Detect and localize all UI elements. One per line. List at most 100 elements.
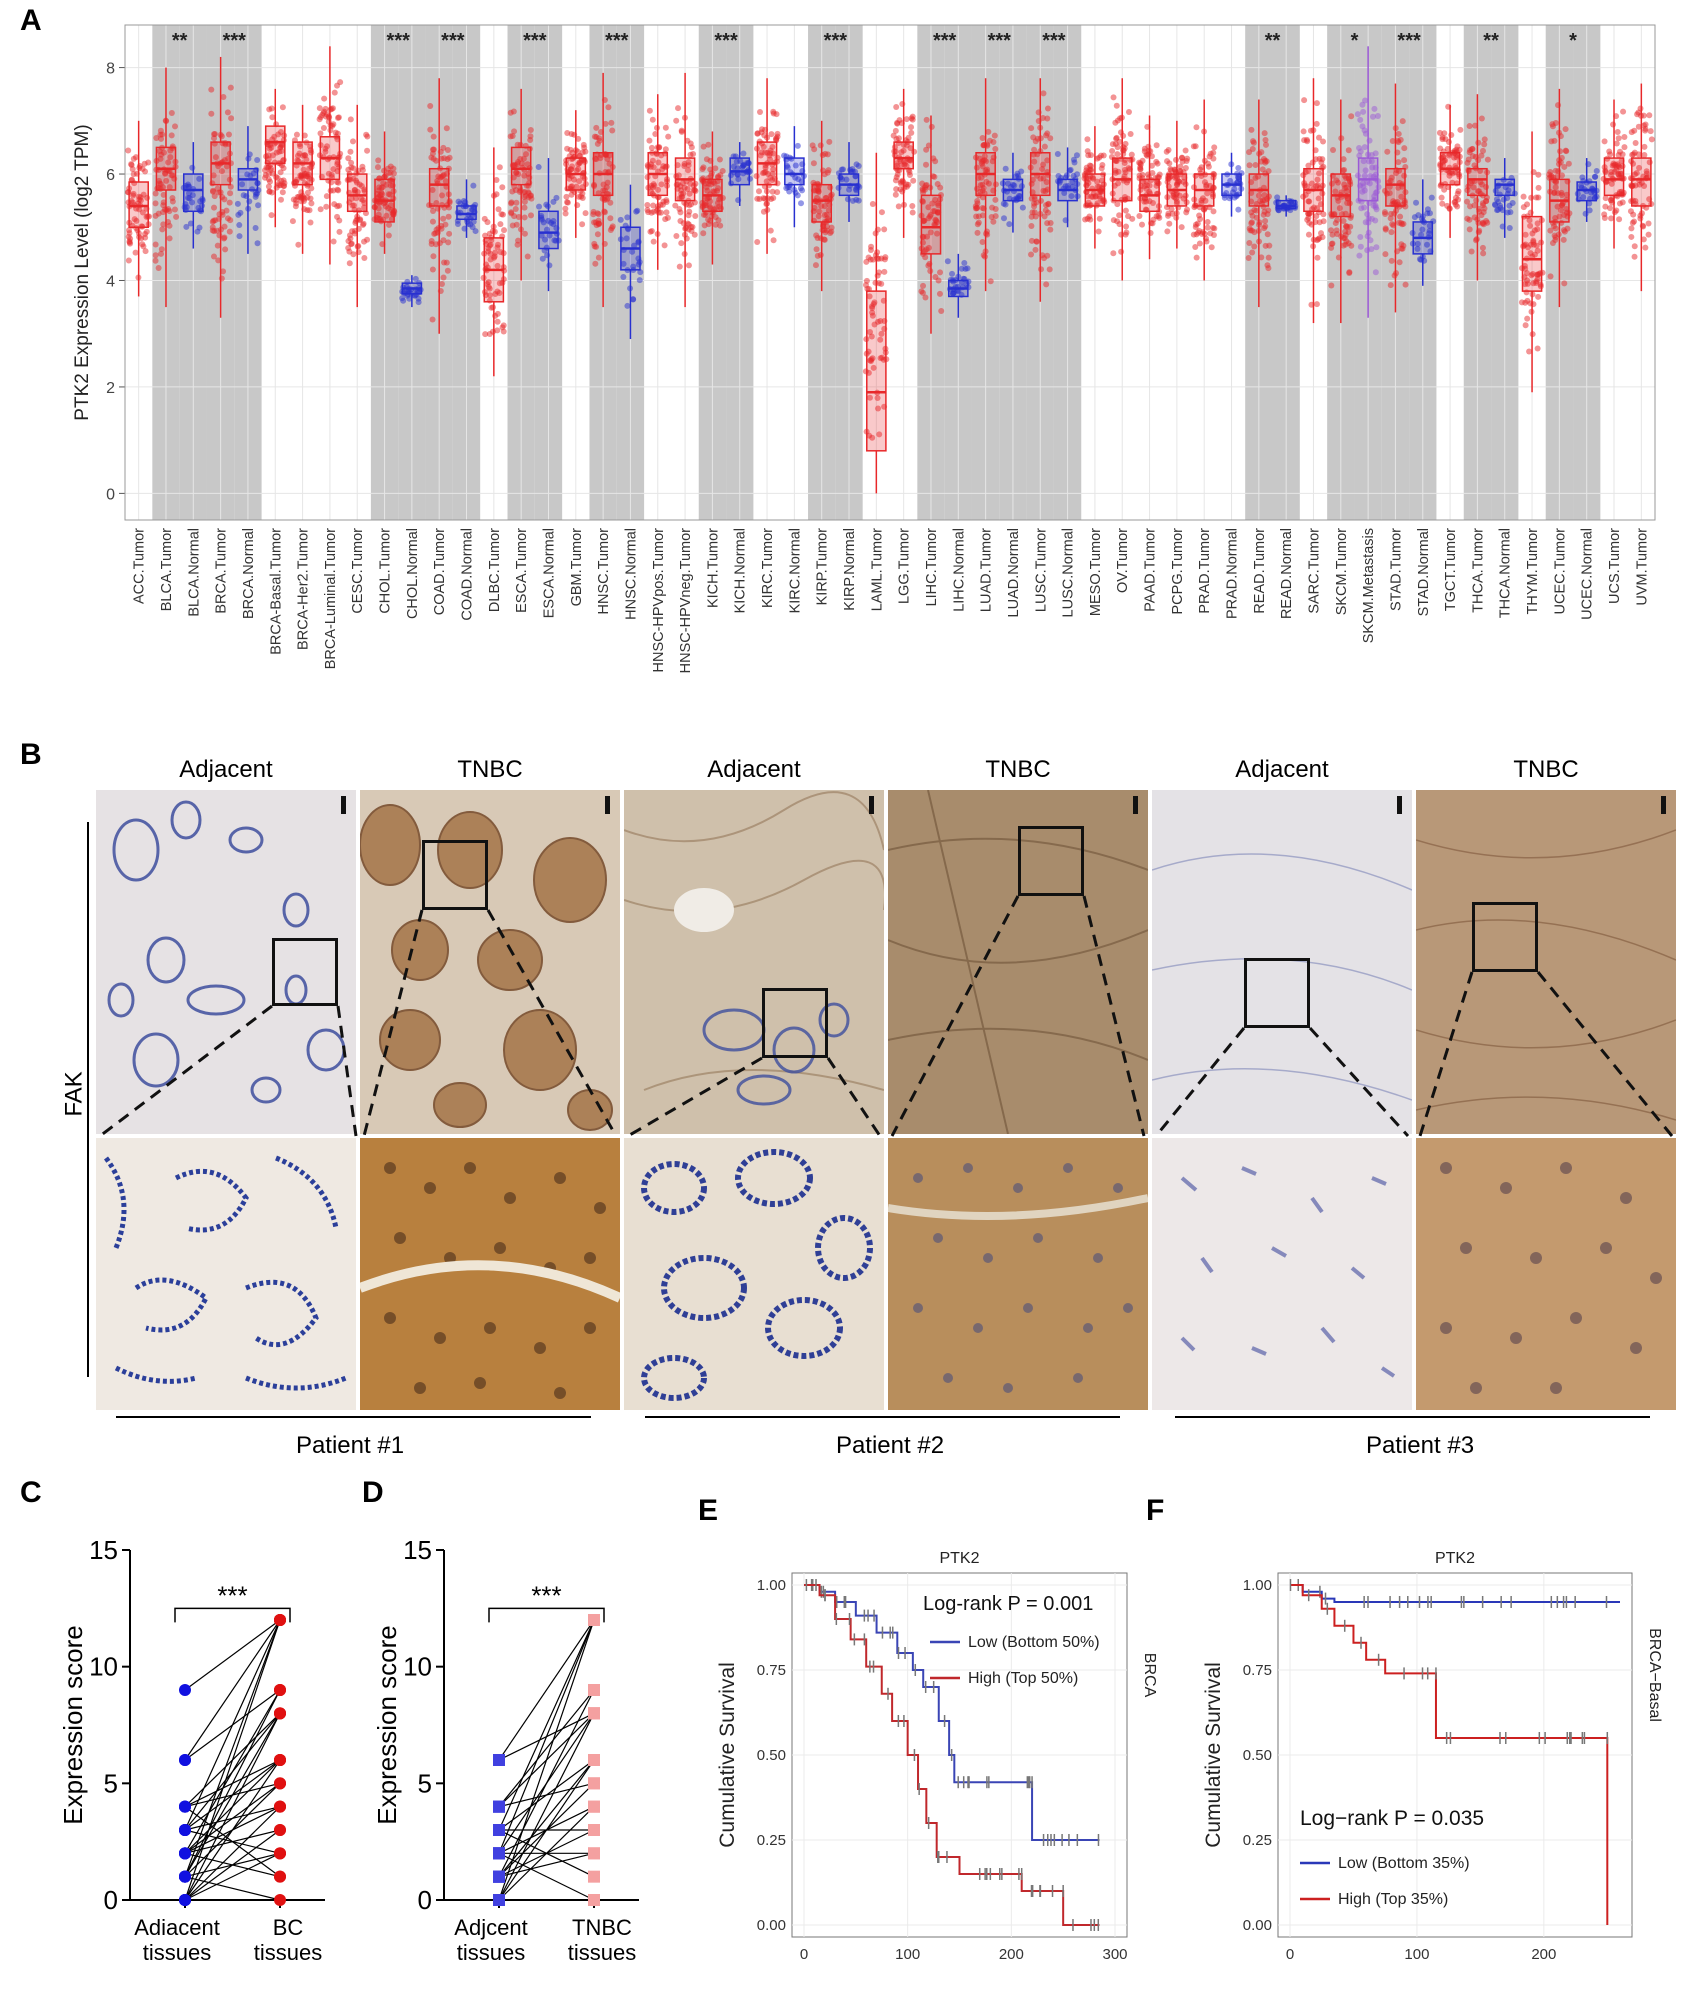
data-point xyxy=(1563,148,1570,155)
data-point xyxy=(1007,183,1014,190)
data-point xyxy=(1028,125,1035,132)
data-point xyxy=(865,254,872,261)
data-point xyxy=(1547,227,1554,234)
data-point xyxy=(1096,215,1103,222)
data-point xyxy=(1621,133,1628,140)
right-point xyxy=(588,1707,600,1720)
data-point xyxy=(1398,193,1405,200)
data-point xyxy=(1234,178,1241,185)
x-tick-label: LAML.Tumor xyxy=(869,528,885,611)
data-point xyxy=(1183,209,1190,216)
data-point xyxy=(129,166,136,173)
data-point xyxy=(527,192,534,199)
data-point xyxy=(1314,176,1321,183)
box xyxy=(1576,181,1598,202)
data-point xyxy=(218,168,225,175)
data-point xyxy=(1262,223,1269,230)
data-point xyxy=(1121,160,1128,167)
box xyxy=(128,181,149,229)
data-point xyxy=(1640,112,1647,119)
data-point xyxy=(1248,126,1255,133)
data-point xyxy=(1361,172,1368,179)
data-point xyxy=(1382,210,1389,217)
data-point xyxy=(576,178,583,185)
data-point xyxy=(1136,212,1143,219)
data-point xyxy=(1520,193,1527,200)
box-group xyxy=(890,88,918,238)
data-point xyxy=(511,128,518,135)
data-point xyxy=(513,199,520,206)
data-point xyxy=(446,154,453,161)
data-point xyxy=(562,210,569,217)
data-point xyxy=(580,141,587,148)
data-point xyxy=(685,167,692,174)
data-point xyxy=(136,162,143,169)
data-point xyxy=(214,242,221,249)
data-point xyxy=(1619,199,1626,206)
data-point xyxy=(1398,241,1405,248)
data-point xyxy=(871,321,878,328)
data-point xyxy=(760,195,767,202)
data-point xyxy=(1579,174,1586,181)
data-point xyxy=(139,209,146,216)
box-group xyxy=(316,46,344,265)
tnbc-highmag-image xyxy=(1416,1138,1676,1410)
left-point xyxy=(179,1754,191,1766)
data-point xyxy=(1416,256,1423,263)
data-point xyxy=(1608,197,1615,204)
data-point xyxy=(273,149,280,156)
pair-line xyxy=(184,1759,281,1808)
data-point xyxy=(899,177,906,184)
data-point xyxy=(163,177,170,184)
data-point xyxy=(1372,217,1379,224)
data-point xyxy=(1109,148,1116,155)
data-point xyxy=(596,220,603,227)
data-point xyxy=(714,200,721,207)
data-point xyxy=(160,149,167,156)
data-point xyxy=(1479,220,1486,227)
data-point xyxy=(438,225,445,232)
pair-line xyxy=(184,1689,281,1761)
data-point xyxy=(236,222,243,229)
data-point xyxy=(1042,207,1049,214)
data-point xyxy=(918,288,925,295)
data-point xyxy=(185,181,192,188)
data-point xyxy=(983,178,990,185)
data-point xyxy=(1090,190,1097,197)
data-point xyxy=(1561,228,1568,235)
data-point xyxy=(513,221,520,228)
data-point xyxy=(685,262,692,269)
data-point xyxy=(930,155,937,162)
data-point xyxy=(1109,141,1116,148)
data-point xyxy=(152,241,159,248)
data-point xyxy=(763,178,770,185)
data-point xyxy=(909,209,916,216)
data-point xyxy=(755,188,762,195)
data-point xyxy=(686,190,693,197)
data-point xyxy=(400,297,407,304)
data-point xyxy=(228,115,235,122)
data-point xyxy=(361,204,368,211)
panel-letter-d: D xyxy=(362,1476,384,1509)
data-point xyxy=(1629,219,1636,226)
data-point xyxy=(1207,230,1214,237)
data-point xyxy=(1343,238,1350,245)
data-point xyxy=(1454,190,1461,197)
data-point xyxy=(1308,180,1315,187)
y-tick-label: 2 xyxy=(106,380,115,397)
data-point xyxy=(485,279,492,286)
data-point xyxy=(1387,215,1394,222)
data-point xyxy=(158,250,165,257)
x-tick-label: READ.Normal xyxy=(1279,528,1295,619)
data-point xyxy=(1440,158,1447,165)
data-point xyxy=(440,144,447,151)
right-point xyxy=(274,1754,286,1766)
data-point xyxy=(196,224,203,231)
data-point xyxy=(974,229,981,236)
data-point xyxy=(1562,126,1569,133)
data-point xyxy=(1306,198,1313,205)
data-point xyxy=(387,163,394,170)
data-point xyxy=(665,133,672,140)
patient-label: Patient #1 xyxy=(295,1432,405,1459)
data-point xyxy=(1125,108,1132,115)
